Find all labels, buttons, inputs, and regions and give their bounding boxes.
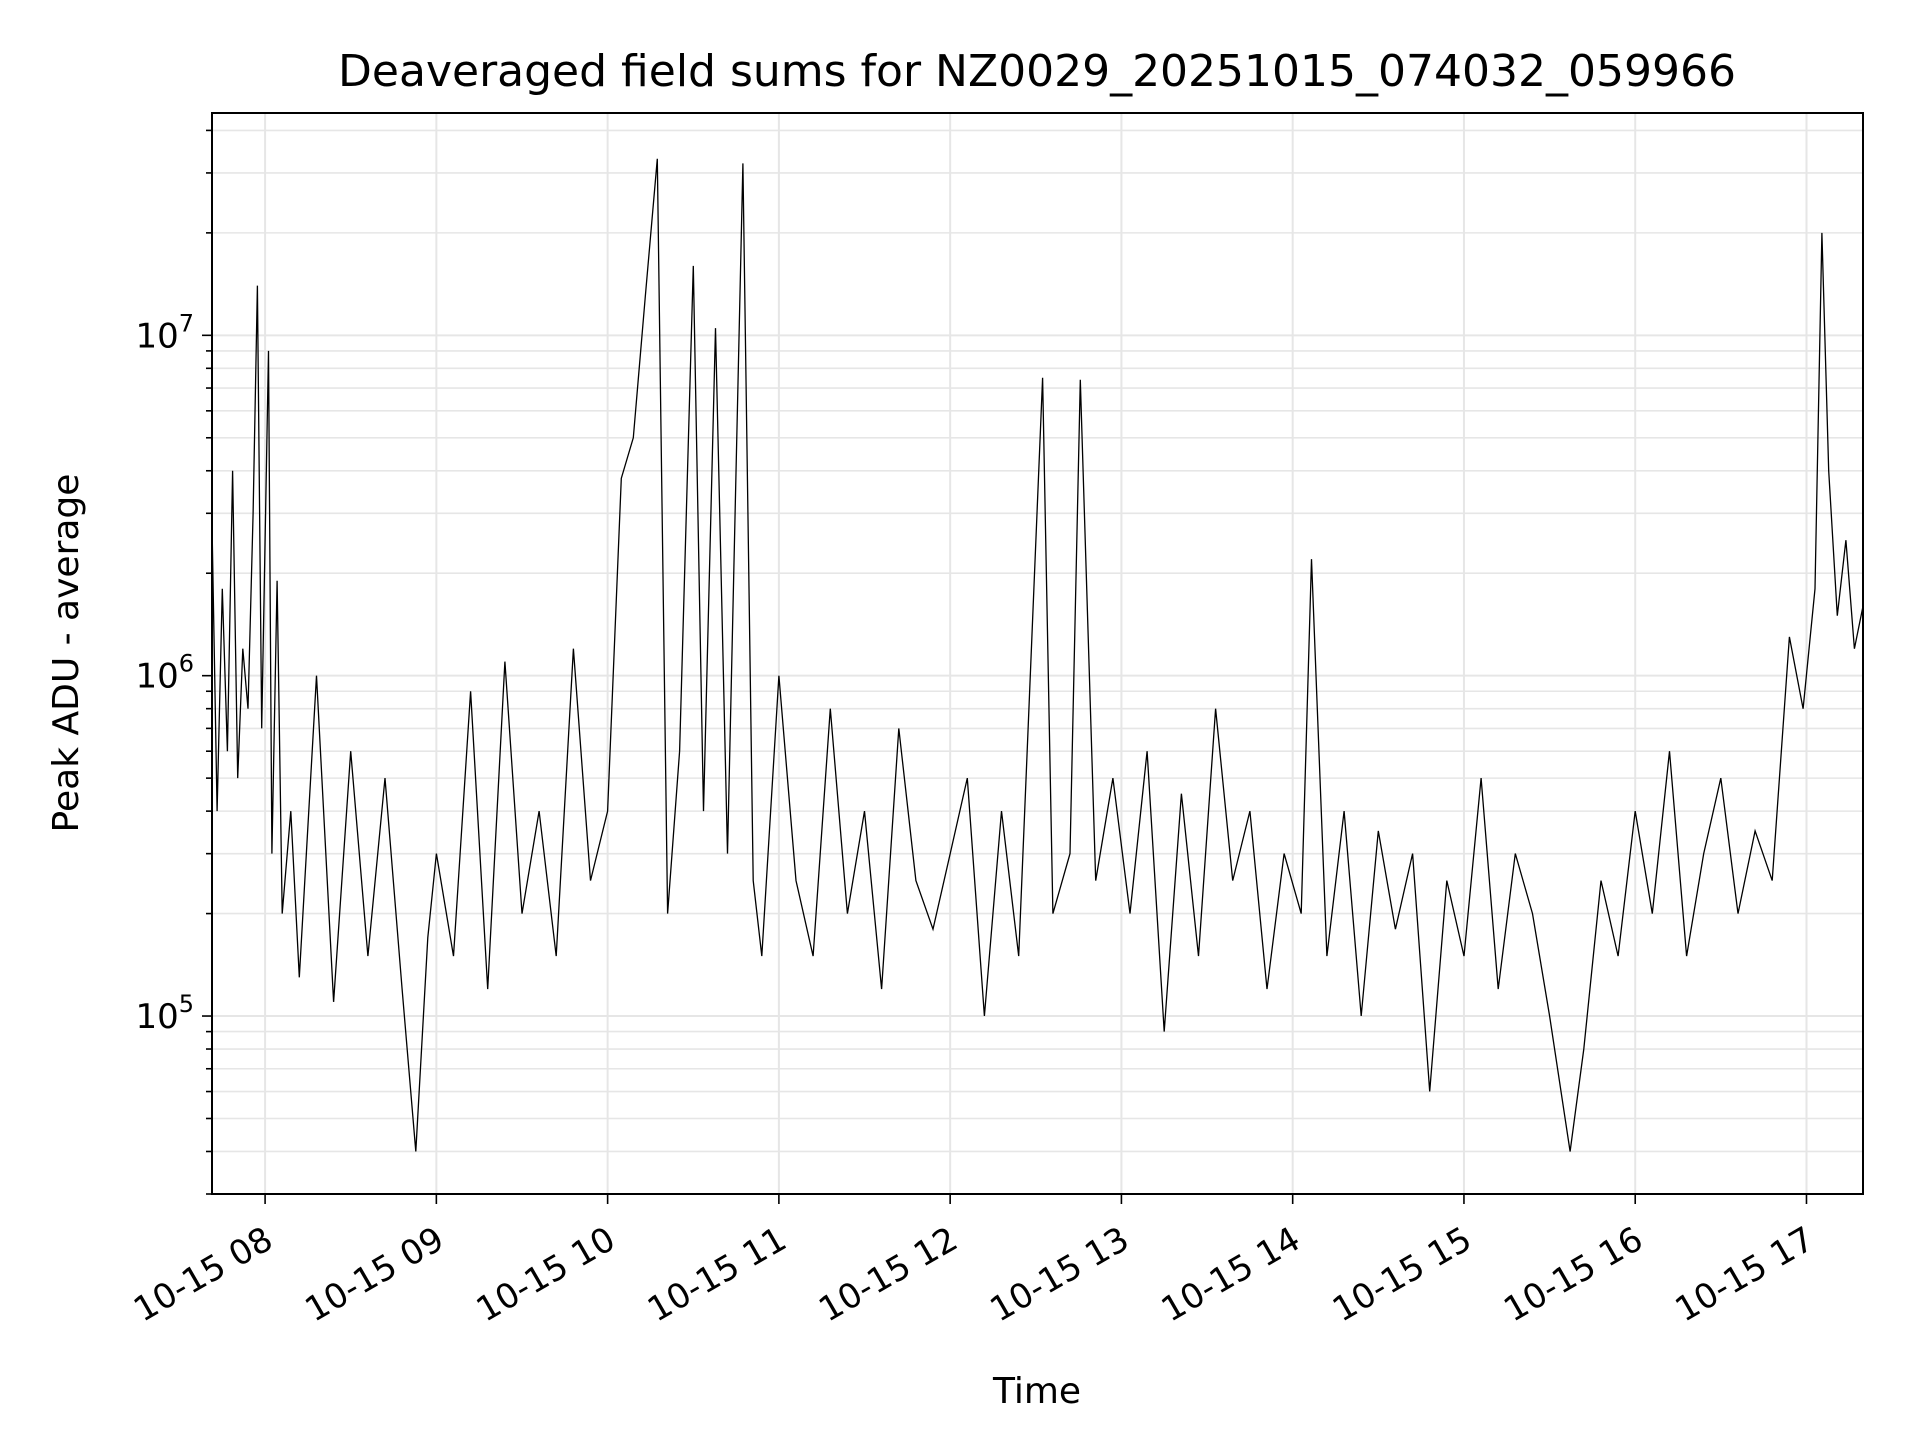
y-tick-label: 105 xyxy=(135,990,194,1037)
x-axis-label: Time xyxy=(992,1371,1081,1412)
chart-title: Deaveraged field sums for NZ0029_2025101… xyxy=(338,46,1736,97)
plot-frame xyxy=(211,112,1864,1195)
y-axis-label: Peak ADU - average xyxy=(46,474,87,833)
series-line xyxy=(211,158,1864,1152)
y-tick-label: 106 xyxy=(135,650,194,697)
series-layer xyxy=(211,158,1864,1152)
y-tick-label: 107 xyxy=(135,309,194,356)
